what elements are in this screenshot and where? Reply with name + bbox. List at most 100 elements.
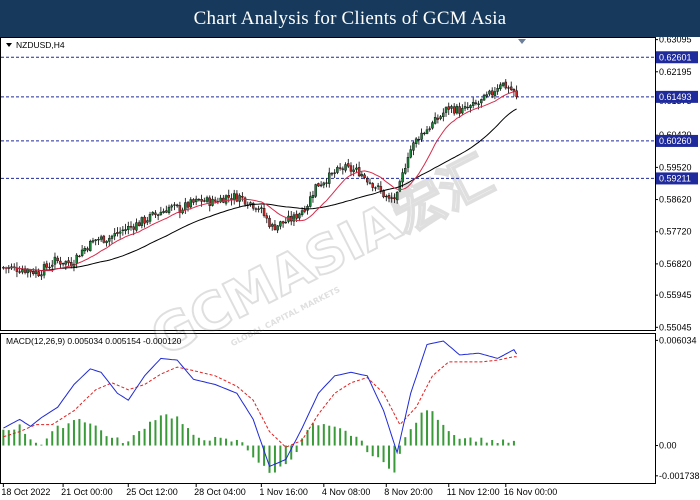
candle-body bbox=[173, 204, 176, 206]
candle-body bbox=[113, 233, 116, 237]
ma-slow-line bbox=[3, 108, 517, 272]
candle-body bbox=[99, 236, 103, 240]
candle-body bbox=[276, 225, 279, 231]
candle-body bbox=[89, 240, 92, 252]
candle-body bbox=[325, 182, 328, 184]
candle-body bbox=[135, 222, 138, 231]
candle-body bbox=[509, 86, 513, 90]
candle-body bbox=[306, 206, 309, 211]
candle-body bbox=[262, 208, 266, 216]
price-levels bbox=[1, 56, 655, 179]
candle-body bbox=[167, 206, 171, 213]
candle-body bbox=[67, 260, 70, 264]
time-tick-label: 21 Oct 00:00 bbox=[61, 487, 113, 497]
candle-body bbox=[447, 106, 450, 110]
candle-body bbox=[330, 173, 334, 175]
candle-body bbox=[284, 221, 288, 224]
price-tick-label: 0.62195 bbox=[659, 67, 692, 77]
candle-body bbox=[205, 197, 209, 202]
candle-body bbox=[463, 106, 467, 109]
candle-body bbox=[108, 238, 111, 242]
candle-body bbox=[232, 193, 236, 200]
candle-body bbox=[102, 235, 106, 243]
candle-body bbox=[390, 197, 393, 199]
candle-body bbox=[387, 195, 391, 199]
candle-body bbox=[37, 271, 40, 277]
candle-body bbox=[64, 261, 68, 265]
candle-body bbox=[371, 183, 374, 188]
dropdown-triangle-icon[interactable] bbox=[6, 43, 12, 47]
candle-body bbox=[393, 197, 396, 200]
candle-body bbox=[61, 263, 65, 265]
candle-body bbox=[238, 195, 241, 202]
candle-body bbox=[154, 212, 157, 215]
candle-body bbox=[328, 172, 331, 184]
price-level-tag bbox=[656, 172, 698, 185]
candle-body bbox=[314, 184, 317, 197]
candle-body bbox=[148, 214, 152, 222]
banner-title: Chart Analysis for Clients of GCM Asia bbox=[193, 7, 507, 29]
candle-body bbox=[360, 174, 364, 177]
time-tick-label: 28 Oct 04:00 bbox=[194, 487, 246, 497]
candle-body bbox=[159, 211, 163, 215]
candle-body bbox=[257, 208, 260, 210]
candle-body bbox=[298, 213, 301, 219]
candle-body bbox=[406, 157, 410, 168]
candle-body bbox=[211, 198, 214, 206]
candle-body bbox=[309, 196, 312, 207]
candle-body bbox=[504, 81, 508, 89]
candle-body bbox=[344, 164, 347, 171]
price-level-tag bbox=[656, 51, 698, 64]
ma-fast-line bbox=[3, 90, 517, 272]
candle-body bbox=[34, 270, 38, 275]
chart-shift-marker-icon[interactable] bbox=[518, 39, 526, 44]
candle-body bbox=[355, 167, 358, 170]
candle-body bbox=[295, 213, 298, 219]
candle-body bbox=[425, 129, 429, 134]
price-level-tag bbox=[656, 134, 698, 147]
time-tick-label: 16 Nov 00:00 bbox=[504, 487, 558, 497]
candle-body bbox=[322, 182, 326, 186]
candle-body bbox=[151, 212, 154, 215]
candle-body bbox=[59, 260, 62, 265]
candle-body bbox=[512, 89, 516, 92]
candle-body bbox=[493, 91, 497, 97]
candle-body bbox=[127, 226, 130, 230]
candle-body bbox=[129, 226, 133, 228]
candle-body bbox=[431, 122, 434, 129]
candle-body bbox=[45, 263, 49, 268]
candle-body bbox=[175, 204, 179, 207]
candle-body bbox=[132, 226, 135, 230]
candle-body bbox=[97, 239, 100, 241]
candle-body bbox=[347, 163, 350, 167]
candle-body bbox=[219, 197, 222, 203]
candle-body bbox=[91, 240, 95, 243]
candle-body bbox=[409, 149, 412, 158]
time-tick-label: 8 Nov 20:00 bbox=[384, 487, 433, 497]
candle-body bbox=[241, 196, 244, 198]
candle-body bbox=[116, 232, 119, 234]
candle-body bbox=[341, 168, 345, 170]
candle-body bbox=[222, 197, 225, 203]
candle-body bbox=[496, 88, 499, 92]
macd-pane-frame bbox=[0, 333, 656, 484]
candle-body bbox=[452, 106, 456, 114]
candle-body bbox=[442, 112, 445, 117]
candle-body bbox=[374, 187, 377, 189]
candle-body bbox=[379, 186, 383, 191]
price-level-tag-label: 0.62601 bbox=[659, 52, 692, 62]
candle-body bbox=[436, 117, 440, 120]
chart-canvas[interactable]: GCMASIA宏汇 GLOBAL CAPITAL MARKETS NZDUSD,… bbox=[0, 37, 700, 500]
candle-body bbox=[26, 269, 30, 274]
candle-body bbox=[292, 214, 296, 222]
candle-body bbox=[260, 207, 263, 209]
candle-body bbox=[507, 87, 510, 89]
candle-body bbox=[243, 197, 247, 205]
price-tick-label: 0.58620 bbox=[659, 195, 692, 205]
price-tick-label: 0.57720 bbox=[659, 227, 692, 237]
candle-body bbox=[184, 202, 187, 210]
candle-body bbox=[21, 269, 24, 273]
symbol-header[interactable]: NZDUSD,H4 bbox=[6, 40, 65, 50]
macd-label: MACD(12,26,9) 0.005034 0.005154 -0.00012… bbox=[6, 336, 182, 346]
time-axis: 18 Oct 2022 21 Oct 00:00 25 Oct 12:00 28 Oc… bbox=[1, 483, 557, 497]
